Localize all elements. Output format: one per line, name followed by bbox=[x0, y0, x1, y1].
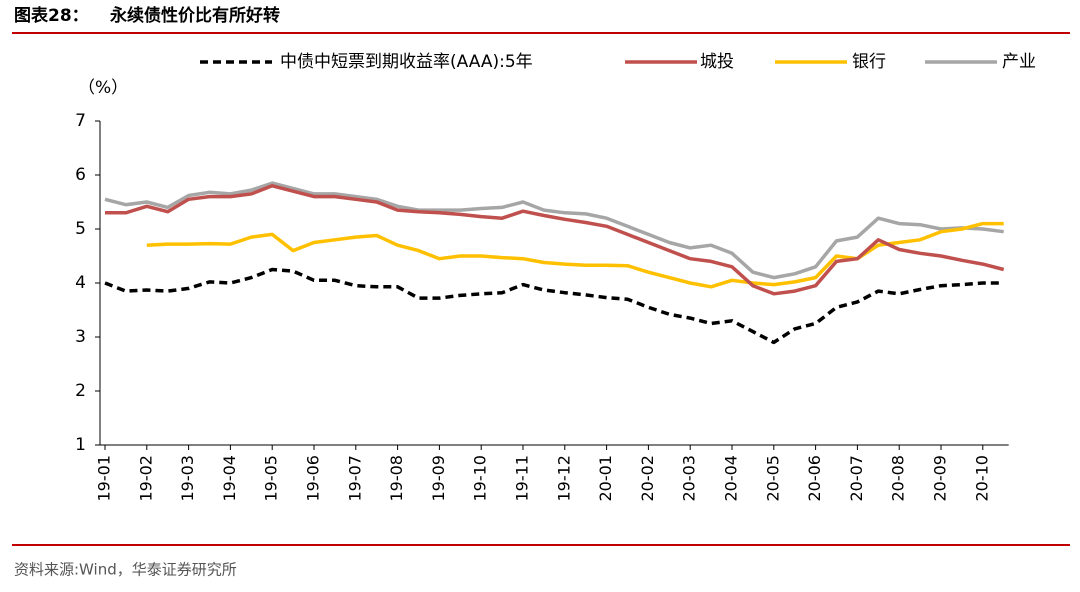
x-tick-label: 20-10 bbox=[972, 455, 991, 502]
x-tick-label: 20-07 bbox=[847, 455, 866, 502]
x-tick-label: 19-07 bbox=[345, 455, 364, 502]
y-tick-label: 7 bbox=[75, 111, 86, 131]
x-tick-label: 19-10 bbox=[471, 455, 490, 502]
y-tick-label: 6 bbox=[75, 165, 86, 185]
legend-label: 中债中短票到期收益率(AAA):5年 bbox=[280, 52, 533, 72]
y-tick-label: 1 bbox=[75, 435, 86, 455]
y-tick-label: 2 bbox=[75, 381, 86, 401]
x-tick-label: 19-01 bbox=[95, 455, 114, 502]
x-tick-label: 19-12 bbox=[554, 455, 573, 502]
x-tick-label: 19-04 bbox=[220, 455, 239, 502]
x-tick-label: 19-08 bbox=[387, 455, 406, 502]
x-tick-label: 19-06 bbox=[304, 455, 323, 502]
y-tick-label: 5 bbox=[75, 219, 86, 239]
x-tick-label: 19-03 bbox=[178, 455, 197, 502]
source: 资料来源:Wind，华泰证券研究所 bbox=[14, 561, 237, 579]
x-tick-label: 19-05 bbox=[262, 455, 281, 502]
x-tick-label: 20-06 bbox=[805, 455, 824, 502]
x-tick-label: 20-03 bbox=[680, 455, 699, 502]
x-tick-label: 20-08 bbox=[889, 455, 908, 502]
y-tick-label: 3 bbox=[75, 327, 86, 347]
series-line bbox=[105, 184, 1005, 296]
legend-label: 银行 bbox=[852, 52, 886, 72]
legend-label: 产业 bbox=[1002, 52, 1036, 72]
series-line bbox=[146, 221, 1004, 289]
chart-title: 永续债性价比有所好转 bbox=[109, 5, 280, 26]
series-line bbox=[104, 181, 1004, 280]
x-tick-label: 19-02 bbox=[136, 455, 155, 502]
figure-label: 图表28： bbox=[14, 5, 89, 26]
x-tick-label: 20-02 bbox=[638, 455, 657, 502]
x-tick-label: 20-05 bbox=[763, 455, 782, 502]
x-tick-label: 20-04 bbox=[722, 455, 741, 502]
series-line bbox=[104, 267, 1004, 345]
y-tick-label: 4 bbox=[75, 273, 86, 293]
y-unit: （%） bbox=[78, 78, 128, 98]
x-tick-label: 20-09 bbox=[931, 455, 950, 502]
x-tick-label: 19-09 bbox=[429, 455, 448, 502]
x-tick-label: 19-11 bbox=[513, 455, 532, 502]
legend-label: 城投 bbox=[700, 52, 734, 72]
x-tick-label: 20-01 bbox=[596, 455, 615, 502]
